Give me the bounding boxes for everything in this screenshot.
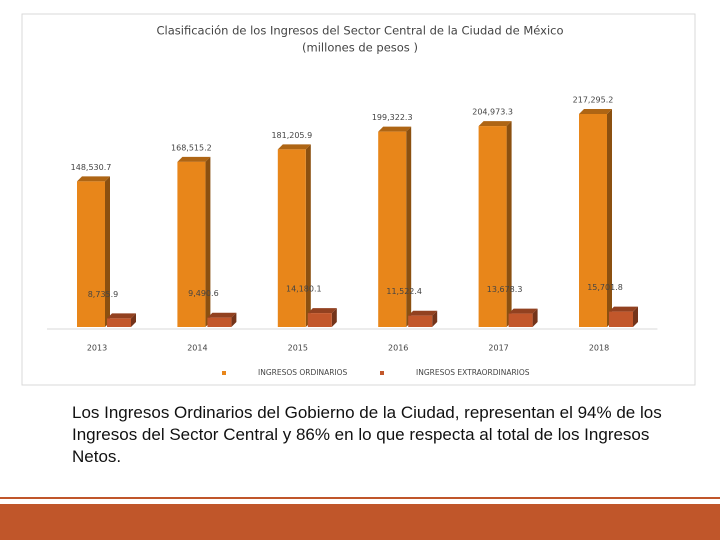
bar-top <box>579 109 612 114</box>
bar <box>207 317 232 327</box>
bar <box>579 114 607 327</box>
legend-label: INGRESOS ORDINARIOS <box>258 368 348 377</box>
bar-top <box>508 308 538 314</box>
legend-swatch <box>380 371 384 375</box>
bar-side <box>105 176 110 327</box>
x-tick-label: 2014 <box>187 344 207 353</box>
value-label: 199,322.3 <box>372 113 413 122</box>
value-label: 15,701.8 <box>587 283 623 292</box>
bar-side <box>633 306 638 327</box>
bar-top <box>107 313 136 319</box>
bar-top <box>478 121 512 127</box>
chart: Clasificación de los Ingresos del Sector… <box>21 13 696 386</box>
bar-side <box>205 156 211 327</box>
value-label: 148,530.7 <box>71 163 112 172</box>
x-tick-label: 2015 <box>288 344 308 353</box>
bar <box>378 131 407 327</box>
bar <box>307 313 332 327</box>
bar-side <box>406 126 412 327</box>
bar-top <box>408 310 438 316</box>
bar-side <box>305 144 311 327</box>
value-label: 168,515.2 <box>171 143 212 152</box>
value-label: 204,973.3 <box>472 108 513 117</box>
bar-side <box>607 109 612 327</box>
bar-top <box>307 308 337 314</box>
value-label: 11,522.4 <box>386 287 422 296</box>
bar-top <box>177 156 211 162</box>
value-label: 14,180.1 <box>286 285 322 294</box>
bar-side <box>506 121 512 327</box>
bar-side <box>432 310 438 327</box>
chart-title: Clasificación de los Ingresos del Sector… <box>157 24 564 38</box>
value-label: 181,205.9 <box>271 131 312 140</box>
value-label: 9,490.6 <box>188 289 219 298</box>
bar-top <box>378 126 412 132</box>
legend-swatch <box>222 371 226 375</box>
x-tick-label: 2018 <box>589 344 609 353</box>
value-label: 13,678.3 <box>487 285 523 294</box>
bar <box>77 181 105 327</box>
footer-bar <box>0 504 720 540</box>
bar <box>107 318 131 327</box>
bar-top <box>207 312 237 318</box>
bar-top <box>77 176 110 182</box>
x-tick-label: 2016 <box>388 344 408 353</box>
bar-side <box>131 313 136 327</box>
bar-side <box>532 308 538 327</box>
bar <box>408 315 433 327</box>
bar <box>177 161 206 327</box>
bar-side <box>331 308 337 327</box>
chart-subtitle: (millones de pesos ) <box>302 41 418 55</box>
bar <box>508 313 533 327</box>
bar <box>277 149 306 327</box>
value-label: 8,735.9 <box>88 290 119 299</box>
footer-line <box>0 497 720 499</box>
value-label: 217,295.2 <box>573 96 614 105</box>
body-text: Los Ingresos Ordinarios del Gobierno de … <box>72 403 662 466</box>
legend-label: INGRESOS EXTRAORDINARIOS <box>416 368 530 377</box>
bar-top <box>277 144 311 150</box>
bar <box>609 311 633 327</box>
bar-side <box>231 312 237 327</box>
bar-top <box>609 306 638 312</box>
bar <box>478 126 507 327</box>
x-tick-label: 2017 <box>488 344 508 353</box>
x-tick-label: 2013 <box>87 344 107 353</box>
